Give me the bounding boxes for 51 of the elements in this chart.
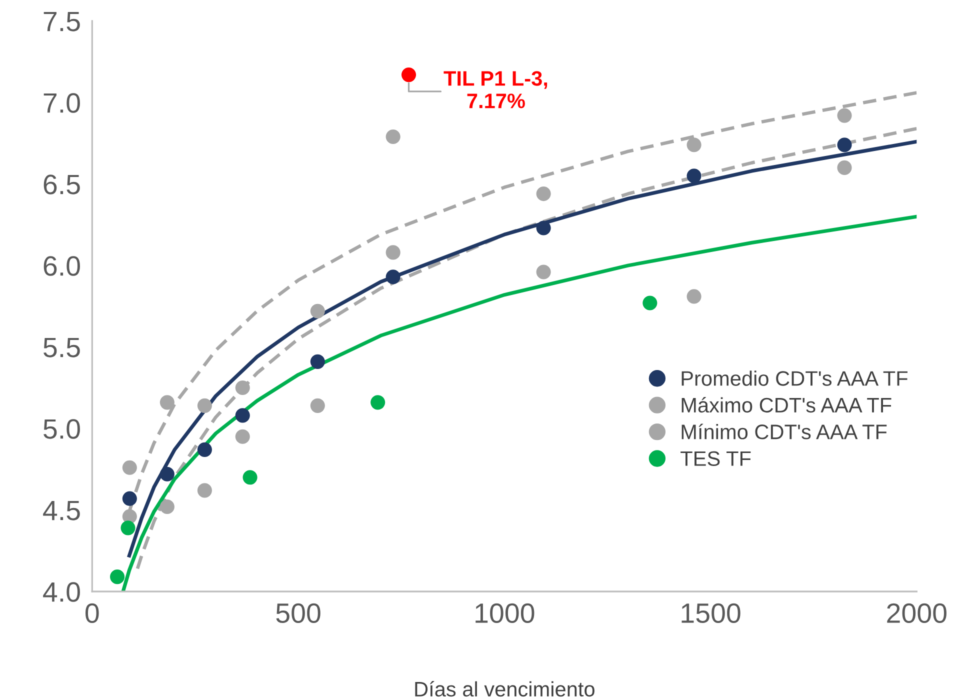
y-tick-label: 5.0 bbox=[44, 419, 80, 439]
point bbox=[310, 304, 325, 318]
y-tick-label: 5.5 bbox=[44, 338, 80, 358]
point bbox=[686, 168, 702, 184]
point bbox=[122, 491, 137, 506]
point bbox=[310, 354, 325, 369]
point bbox=[120, 520, 136, 536]
point bbox=[386, 129, 400, 144]
point bbox=[370, 395, 386, 410]
point bbox=[686, 289, 702, 304]
point bbox=[536, 220, 551, 236]
point bbox=[242, 470, 258, 485]
legend-label: Máximo CDT's AAA TF bbox=[682, 397, 892, 413]
y-tick-label: 6.0 bbox=[44, 256, 80, 276]
x-tick-label: 2000 bbox=[887, 603, 946, 624]
point bbox=[686, 138, 702, 152]
point bbox=[160, 466, 174, 482]
y-tick-label: 7.0 bbox=[44, 93, 80, 113]
point bbox=[386, 270, 400, 284]
annotation: TIL P1 L-3, 7.17% bbox=[444, 71, 548, 108]
point bbox=[536, 186, 551, 202]
point bbox=[401, 68, 416, 82]
y-tick-label: 4.0 bbox=[43, 582, 80, 602]
point bbox=[197, 442, 212, 457]
point bbox=[197, 483, 212, 498]
point bbox=[197, 398, 212, 413]
y-tick-label: 4.5 bbox=[43, 500, 80, 520]
point bbox=[837, 160, 852, 175]
x-tick-label: 1000 bbox=[476, 603, 534, 624]
legend-label: TES TF bbox=[680, 451, 751, 466]
x-tick-label: 500 bbox=[276, 603, 320, 624]
point bbox=[235, 429, 250, 444]
point bbox=[837, 138, 852, 152]
point bbox=[642, 296, 658, 310]
point bbox=[310, 398, 325, 413]
point bbox=[837, 108, 852, 123]
point bbox=[235, 408, 250, 423]
point bbox=[536, 264, 551, 280]
x-tick-label: 1500 bbox=[682, 603, 740, 624]
y-tick-label: 6.5 bbox=[44, 174, 80, 194]
point bbox=[122, 460, 137, 475]
point bbox=[235, 380, 250, 396]
y-tick-label: 7.5 bbox=[44, 12, 80, 32]
legend-label: Mínimo CDT's AAA TF bbox=[682, 424, 887, 440]
point bbox=[160, 395, 174, 410]
point bbox=[110, 570, 125, 584]
legend-label: Promedio CDT's AAA TF bbox=[682, 370, 908, 386]
point bbox=[386, 245, 400, 260]
x-axis-title: Días al vencimiento bbox=[415, 681, 594, 697]
point bbox=[160, 499, 174, 514]
x-tick-label: 0 bbox=[86, 603, 99, 624]
